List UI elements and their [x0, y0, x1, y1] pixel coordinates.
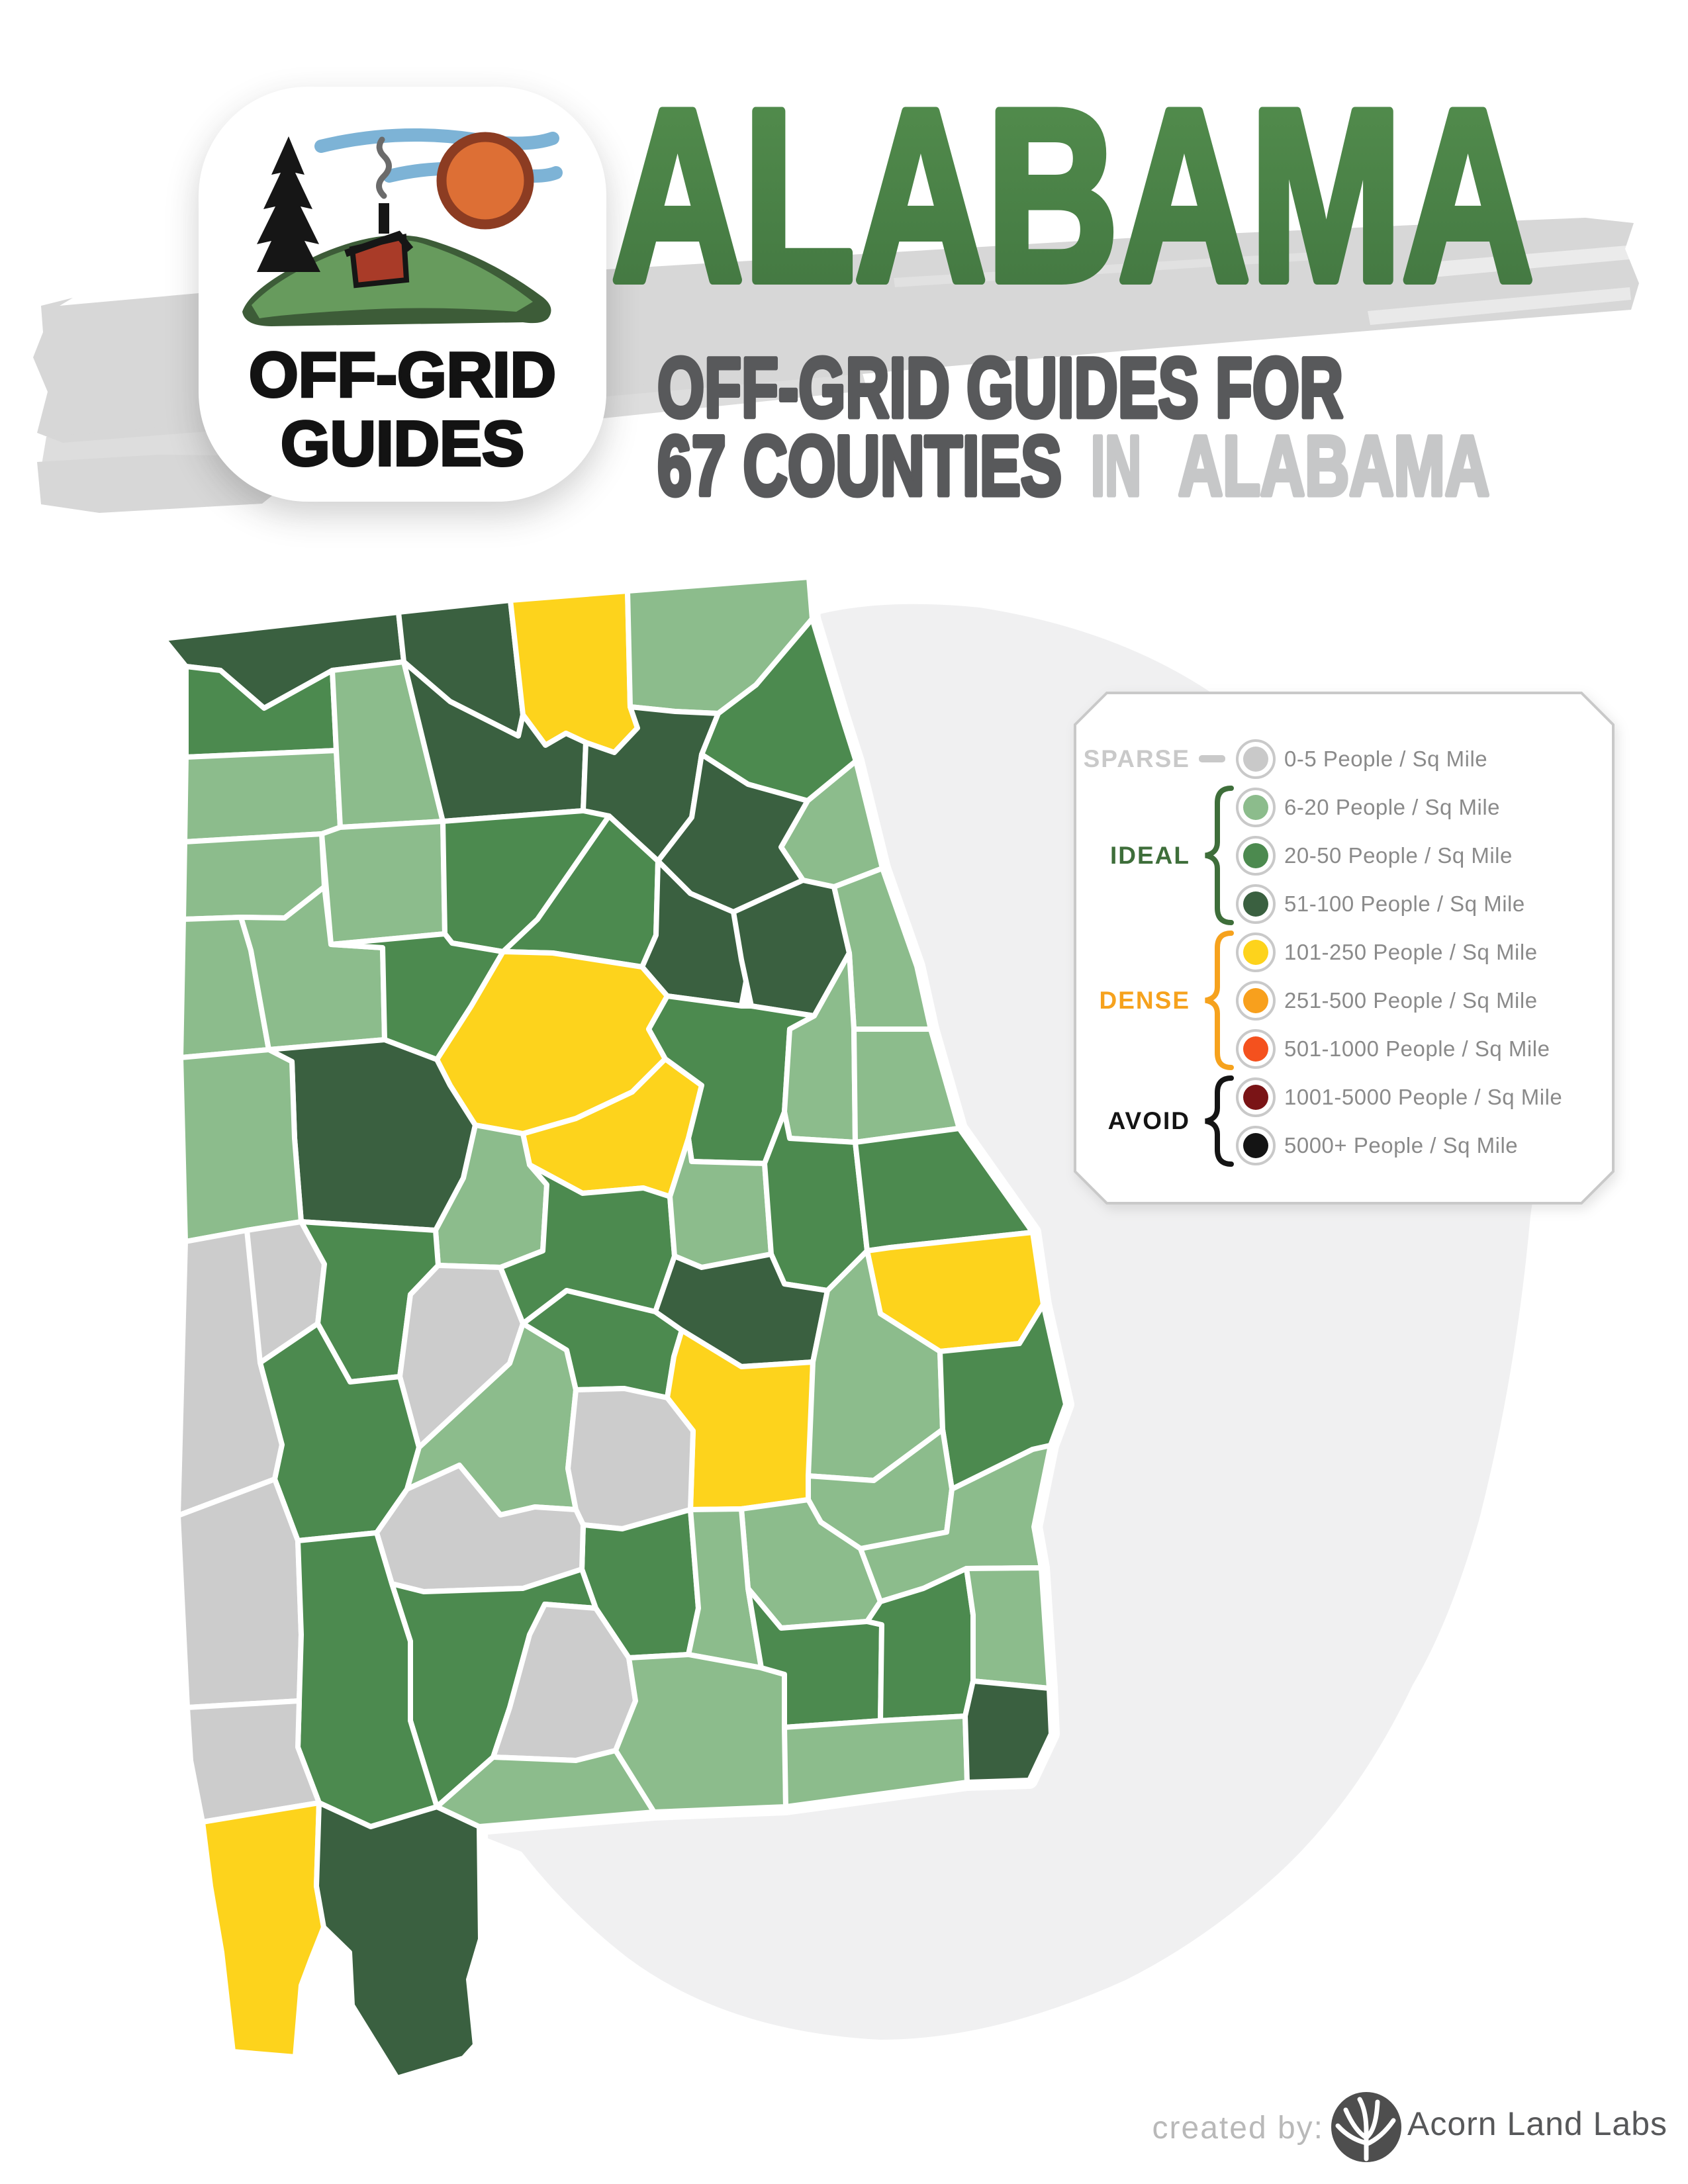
legend-box	[1074, 692, 1615, 1205]
title-block: ALABAMA OFF-GRID GUIDES FOR 67 COUNTIES …	[607, 66, 1538, 516]
legend-row-label: 251-500 People / Sq Mile	[1284, 987, 1538, 1013]
legend-row-label: 6-20 People / Sq Mile	[1284, 794, 1501, 819]
legend-sparse-dash	[1199, 755, 1225, 762]
legend-row: 6-20 People / Sq Mile	[1058, 783, 1614, 831]
legend-group-dense: DENSE	[1099, 986, 1190, 1014]
legend-row-label: 101-250 People / Sq Mile	[1284, 939, 1538, 964]
subtitle-line2-dark: 67 COUNTIES	[657, 419, 1062, 514]
legend-brace	[1205, 786, 1234, 925]
page-title: ALABAMA	[612, 66, 1534, 332]
legend-group-ideal: IDEAL	[1110, 841, 1190, 869]
county-shape	[613, 1652, 788, 1815]
legend-row: 101-250 People / Sq Mile	[1058, 928, 1614, 976]
county-shape	[964, 1565, 1052, 1691]
legend-dot	[1236, 932, 1276, 972]
footer-prefix: created by:	[1152, 2111, 1324, 2146]
county-shape	[565, 1386, 696, 1531]
subtitle-line1: OFF-GRID GUIDES FOR	[657, 341, 1343, 435]
legend-row: 20-50 People / Sq Mile	[1058, 831, 1614, 880]
legend-dot	[1236, 835, 1276, 876]
legend-content: 0-5 People / Sq Mile 6-20 People / Sq Mil…	[1058, 735, 1614, 1185]
legend-row: 5000+ People / Sq Mile	[1058, 1121, 1614, 1169]
legend-dot	[1236, 1077, 1276, 1117]
legend-row: 0-5 People / Sq Mile	[1058, 735, 1614, 783]
county-shape	[178, 1047, 304, 1244]
subtitle-line2-in: IN	[1091, 419, 1141, 514]
logo-badge: OFF-GRID GUIDES	[199, 87, 606, 502]
legend-brace	[1205, 931, 1234, 1070]
legend-row-label: 1001-5000 People / Sq Mile	[1284, 1084, 1563, 1109]
legend-brace	[1205, 1075, 1234, 1167]
legend-dot	[1236, 1028, 1276, 1069]
legend-row: 51-100 People / Sq Mile	[1058, 880, 1614, 928]
county-shape	[962, 1678, 1054, 1785]
county-shape	[182, 748, 343, 844]
legend-row-label: 20-50 People / Sq Mile	[1284, 842, 1513, 868]
legend-row: 1001-5000 People / Sq Mile	[1058, 1073, 1614, 1121]
sun-icon	[436, 132, 534, 230]
legend-row-label: 0-5 People / Sq Mile	[1284, 746, 1488, 771]
logo-illustration	[242, 128, 563, 326]
pine-tree-icon	[257, 136, 320, 272]
logo-text-line2: GUIDES	[279, 408, 526, 479]
legend-group-sparse: SPARSE	[1083, 745, 1190, 772]
subtitle-line2-state: ALABAMA	[1178, 419, 1489, 514]
legend-dot	[1236, 1125, 1276, 1165]
acorn-tree-icon	[1331, 2092, 1401, 2162]
legend-row: 251-500 People / Sq Mile	[1058, 976, 1614, 1024]
county-shape	[175, 1477, 304, 1710]
county-shape	[314, 1800, 483, 2081]
legend-row-label: 501-1000 People / Sq Mile	[1284, 1036, 1550, 1061]
legend-dot	[1236, 739, 1276, 779]
cabin-icon	[344, 136, 414, 289]
logo-text-line1: OFF-GRID	[248, 340, 557, 410]
legend-dot	[1236, 787, 1276, 827]
legend-dot	[1236, 884, 1276, 924]
smoke-icon	[376, 136, 392, 199]
county-shape	[319, 819, 447, 947]
legend-row: 501-1000 People / Sq Mile	[1058, 1024, 1614, 1073]
legend-group-avoid: AVOID	[1107, 1107, 1190, 1134]
legend-row-label: 5000+ People / Sq Mile	[1284, 1132, 1519, 1158]
legend-row-label: 51-100 People / Sq Mile	[1284, 891, 1525, 916]
legend-dot	[1236, 980, 1276, 1021]
footer-brand: Acorn Land Labs	[1407, 2105, 1668, 2142]
